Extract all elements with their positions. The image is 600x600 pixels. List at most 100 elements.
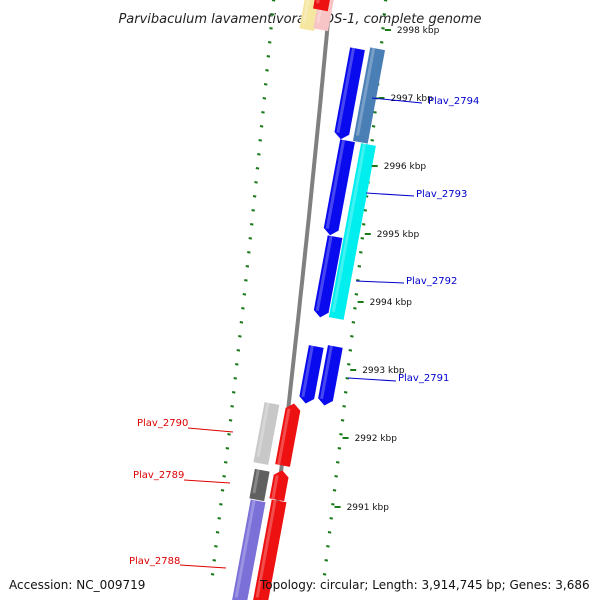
outer-tick bbox=[342, 405, 346, 408]
outer-tick bbox=[373, 111, 377, 114]
outer-tick bbox=[340, 419, 345, 422]
outer-tick bbox=[363, 209, 367, 212]
leader-plav_2793 bbox=[365, 192, 415, 197]
gene-block-plav-2791-b bbox=[318, 345, 343, 406]
outer-tick bbox=[326, 545, 330, 548]
leader-plav_2789 bbox=[183, 479, 231, 484]
inner-tick bbox=[215, 531, 220, 534]
map-title: Parvibaculum lavamentivorans DS-1, compl… bbox=[118, 12, 481, 27]
gene-label-plav_2789: Plav_2789 bbox=[133, 470, 184, 481]
gene-block-plav-2793-blue bbox=[323, 139, 355, 236]
gene-block-plav-2794 bbox=[352, 47, 386, 144]
tick-label-group: 2998 kbp 2997 kbp 2996 kbp 2995 kbp 2994 kbp… bbox=[334, 26, 440, 513]
outer-tick bbox=[371, 125, 376, 128]
outer-tick bbox=[370, 139, 375, 142]
outer-tick bbox=[360, 237, 365, 240]
gene-block-plav-2788-slate bbox=[231, 499, 266, 600]
tick-label-2991: 2991 kbp bbox=[347, 503, 390, 513]
accession-text: Accession: NC_009719 bbox=[9, 578, 146, 592]
backbone-line bbox=[263, 0, 332, 600]
inner-tick-ring bbox=[210, 0, 276, 576]
outer-tick bbox=[351, 321, 356, 324]
inner-tick bbox=[212, 559, 217, 562]
outer-tick bbox=[331, 503, 335, 506]
gene-label-plav_2788: Plav_2788 bbox=[129, 556, 180, 567]
outer-tick bbox=[357, 265, 362, 268]
inner-tick bbox=[249, 223, 254, 226]
outer-tick bbox=[382, 13, 387, 16]
outer-tick bbox=[348, 349, 353, 352]
gene-label-plav_2794: Plav_2794 bbox=[428, 96, 479, 107]
outer-tick bbox=[347, 363, 351, 366]
gene-block-plav-2794-blue bbox=[334, 47, 365, 140]
outer-tick bbox=[354, 293, 359, 296]
inner-tick bbox=[265, 69, 269, 72]
outer-tick bbox=[334, 475, 338, 478]
leader-plav_2792 bbox=[355, 280, 405, 284]
inner-tick bbox=[266, 55, 271, 58]
gene-block-plav-2788 bbox=[252, 499, 287, 600]
inner-tick bbox=[219, 503, 223, 506]
outer-tick bbox=[337, 447, 342, 450]
inner-tick bbox=[255, 167, 260, 170]
inner-tick bbox=[247, 251, 251, 254]
inner-tick bbox=[270, 13, 275, 16]
inner-tick bbox=[262, 97, 267, 100]
tick-label-2993: 2993 kbp bbox=[362, 366, 405, 376]
outer-tick-ring bbox=[322, 0, 388, 576]
gene-block-plav-2789-darkgrey bbox=[249, 468, 270, 502]
inner-tick bbox=[235, 363, 239, 366]
inner-tick bbox=[222, 475, 226, 478]
outer-tick bbox=[350, 335, 354, 338]
inner-tick bbox=[257, 153, 261, 156]
tick-label-2996: 2996 kbp bbox=[384, 162, 427, 172]
inner-tick bbox=[210, 573, 215, 576]
inner-tick bbox=[223, 461, 228, 464]
outer-tick bbox=[383, 0, 388, 2]
gene-block-top-red bbox=[313, 0, 331, 12]
outer-tick bbox=[335, 461, 340, 464]
leader-plav_2791 bbox=[347, 377, 397, 382]
inner-tick bbox=[238, 335, 242, 338]
gene-label-group: Plav_2794 Plav_2793 Plav_2792 Plav_2791 Plav… bbox=[129, 96, 479, 569]
outer-tick bbox=[379, 41, 384, 44]
inner-tick bbox=[261, 111, 265, 114]
inner-tick bbox=[220, 489, 225, 492]
inner-tick bbox=[254, 181, 258, 184]
inner-tick bbox=[263, 83, 268, 86]
inner-tick bbox=[227, 433, 231, 436]
gene-block-plav-2789 bbox=[269, 470, 289, 502]
inner-tick bbox=[252, 195, 257, 198]
leader-plav_2790 bbox=[187, 427, 234, 433]
tick-label-2998: 2998 kbp bbox=[397, 26, 440, 36]
outer-tick bbox=[353, 307, 357, 310]
gene-label-plav_2791: Plav_2791 bbox=[398, 373, 449, 384]
inner-tick bbox=[241, 307, 245, 310]
inner-tick bbox=[271, 0, 276, 2]
inner-tick bbox=[230, 405, 234, 408]
tick-label-2994: 2994 kbp bbox=[370, 298, 413, 308]
gene-label-plav_2790: Plav_2790 bbox=[137, 418, 188, 429]
leader-plav_2788 bbox=[179, 564, 227, 569]
inner-tick bbox=[244, 279, 248, 282]
gene-block-plav-2791-a bbox=[299, 345, 324, 404]
outer-tick bbox=[361, 223, 366, 226]
inner-tick bbox=[239, 321, 244, 324]
inner-tick bbox=[248, 237, 253, 240]
gene-block-plav-2793 bbox=[328, 143, 376, 320]
gene-block-plav-2790 bbox=[275, 403, 301, 467]
inner-tick bbox=[214, 545, 218, 548]
outer-tick bbox=[339, 433, 343, 436]
gene-track bbox=[231, 0, 386, 600]
inner-tick bbox=[251, 209, 255, 212]
gene-block-plav-2790-grey bbox=[253, 402, 280, 465]
inner-tick bbox=[258, 139, 263, 142]
outer-tick bbox=[327, 531, 332, 534]
gene-label-plav_2792: Plav_2792 bbox=[406, 276, 457, 287]
inner-tick bbox=[259, 125, 264, 128]
outer-tick bbox=[329, 517, 334, 520]
outer-tick bbox=[343, 391, 348, 394]
leader-plav_2794 bbox=[371, 97, 423, 104]
outer-tick bbox=[322, 573, 327, 576]
